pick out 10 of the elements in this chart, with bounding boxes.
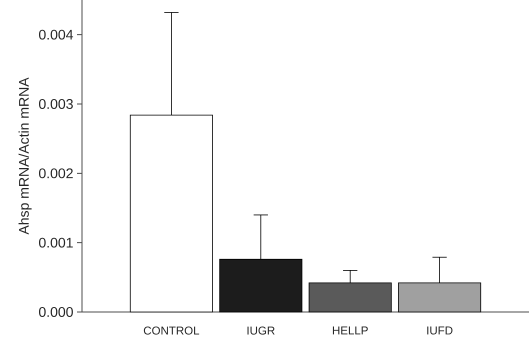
y-tick-label: 0.003 xyxy=(38,99,73,109)
y-tick-label: 0.000 xyxy=(38,307,73,317)
x-tick-label: CONTROL xyxy=(144,326,200,335)
x-tick-label: HELLP xyxy=(332,326,368,334)
x-tick-label: IUGR xyxy=(247,326,275,335)
y-tick-label: 0.001 xyxy=(38,238,73,248)
y-tick-label: 0.004 xyxy=(38,30,74,40)
x-tick-label: IUFD xyxy=(427,326,452,335)
y-tick-label: 0.002 xyxy=(38,168,73,178)
y-axis-title: Ahsp mRNA/Actin mRNA xyxy=(18,77,32,235)
